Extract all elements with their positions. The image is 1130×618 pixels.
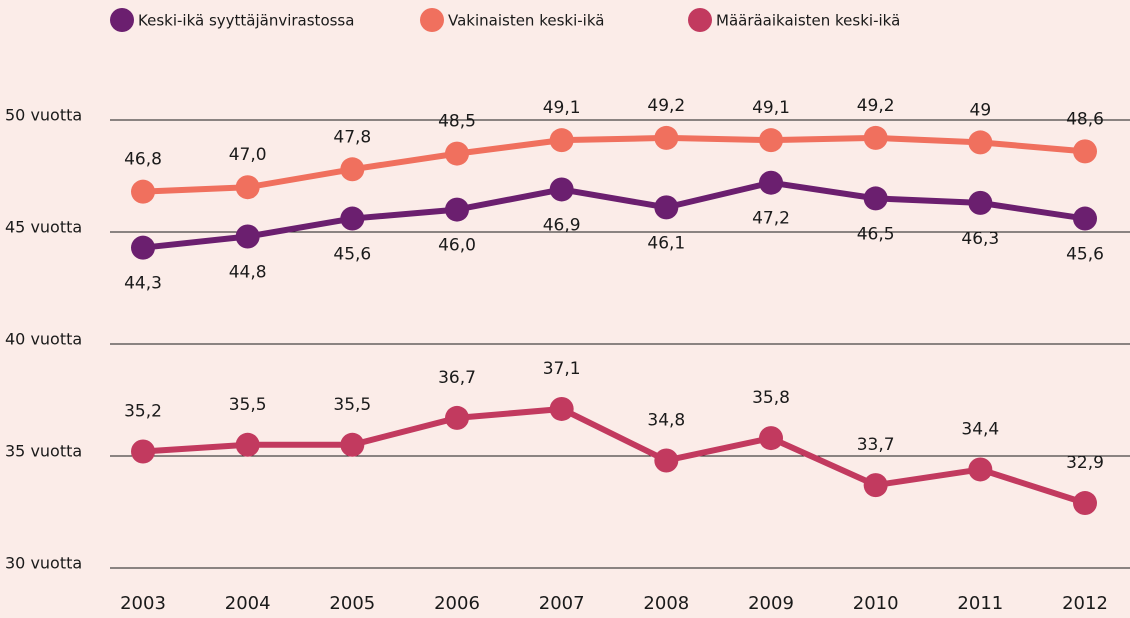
- x-tick-label: 2008: [643, 593, 689, 614]
- series-line: [142, 405, 1086, 506]
- data-label: 44,8: [229, 262, 267, 282]
- data-label: 46,5: [857, 224, 895, 244]
- data-point: [968, 457, 993, 482]
- data-label: 36,7: [438, 368, 476, 388]
- series-line: [142, 134, 1086, 195]
- data-point: [654, 195, 679, 220]
- data-point: [1073, 139, 1097, 164]
- data-label: 48,5: [438, 112, 476, 132]
- data-point: [654, 125, 679, 150]
- data-label: 49,2: [647, 96, 685, 116]
- data-label: 49,1: [543, 98, 581, 118]
- y-tick-label: 50 vuotta: [5, 106, 82, 125]
- data-label: 45,6: [1066, 245, 1104, 265]
- y-tick-label: 45 vuotta: [5, 218, 82, 237]
- data-label: 46,1: [647, 233, 685, 253]
- data-point: [1073, 491, 1097, 516]
- data-label: 46,0: [438, 236, 476, 256]
- data-point: [235, 432, 260, 457]
- data-point: [968, 130, 993, 155]
- data-label: 34,8: [647, 410, 685, 430]
- data-point: [445, 405, 469, 430]
- data-label: 33,7: [857, 435, 895, 455]
- x-tick-label: 2011: [957, 593, 1003, 614]
- data-point: [235, 175, 260, 200]
- data-point: [863, 473, 888, 498]
- y-tick-label: 30 vuotta: [5, 554, 82, 573]
- data-point: [340, 432, 365, 457]
- data-label: 35,5: [333, 395, 371, 415]
- data-point: [549, 177, 574, 202]
- legend-label: Määräaikaisten keski-ikä: [716, 12, 900, 30]
- legend-marker: [110, 8, 134, 32]
- x-tick-label: 2010: [853, 593, 899, 614]
- x-tick-label: 2005: [329, 593, 375, 614]
- legend-label: Vakinaisten keski-ikä: [448, 12, 604, 30]
- data-label: 47,0: [229, 145, 267, 165]
- x-tick-label: 2009: [748, 593, 794, 614]
- data-point: [131, 235, 155, 260]
- data-point: [654, 448, 679, 473]
- data-point: [549, 128, 574, 153]
- data-label: 34,4: [961, 419, 999, 439]
- data-label: 35,5: [229, 395, 267, 415]
- x-tick-label: 2007: [539, 593, 585, 614]
- data-point: [340, 157, 365, 182]
- data-label: 32,9: [1066, 453, 1104, 473]
- data-label: 49,1: [752, 98, 790, 118]
- data-point: [863, 186, 888, 211]
- data-point: [549, 396, 574, 421]
- legend-label: Keski-ikä syyttäjänvirastossa: [138, 12, 354, 30]
- data-point: [340, 206, 365, 231]
- data-label: 46,3: [961, 229, 999, 249]
- data-label: 35,8: [752, 388, 790, 408]
- data-point: [759, 426, 783, 451]
- data-label: 49: [970, 100, 992, 120]
- data-label: 44,3: [124, 274, 162, 294]
- data-label: 47,8: [333, 127, 371, 147]
- data-point: [445, 141, 469, 166]
- series-line: [142, 179, 1086, 251]
- data-point: [235, 224, 260, 249]
- data-point: [131, 439, 155, 464]
- legend-marker: [420, 8, 444, 32]
- data-point: [759, 170, 783, 195]
- data-label: 45,6: [333, 245, 371, 265]
- data-label: 48,6: [1066, 109, 1104, 129]
- data-label: 35,2: [124, 402, 162, 422]
- data-label: 46,8: [124, 150, 162, 170]
- data-point: [863, 125, 888, 150]
- data-point: [968, 190, 993, 215]
- data-label: 37,1: [543, 359, 581, 379]
- x-tick-label: 2012: [1062, 593, 1108, 614]
- x-tick-label: 2004: [225, 593, 271, 614]
- data-label: 49,2: [857, 96, 895, 116]
- x-tick-label: 2006: [434, 593, 480, 614]
- x-tick-label: 2003: [120, 593, 166, 614]
- data-point: [1073, 206, 1097, 231]
- data-point: [759, 128, 783, 153]
- data-point: [131, 179, 155, 204]
- legend-marker: [688, 8, 712, 32]
- data-label: 46,9: [543, 215, 581, 235]
- data-point: [445, 197, 469, 222]
- data-label: 47,2: [752, 209, 790, 229]
- y-tick-label: 40 vuotta: [5, 330, 82, 349]
- y-tick-label: 35 vuotta: [5, 442, 82, 461]
